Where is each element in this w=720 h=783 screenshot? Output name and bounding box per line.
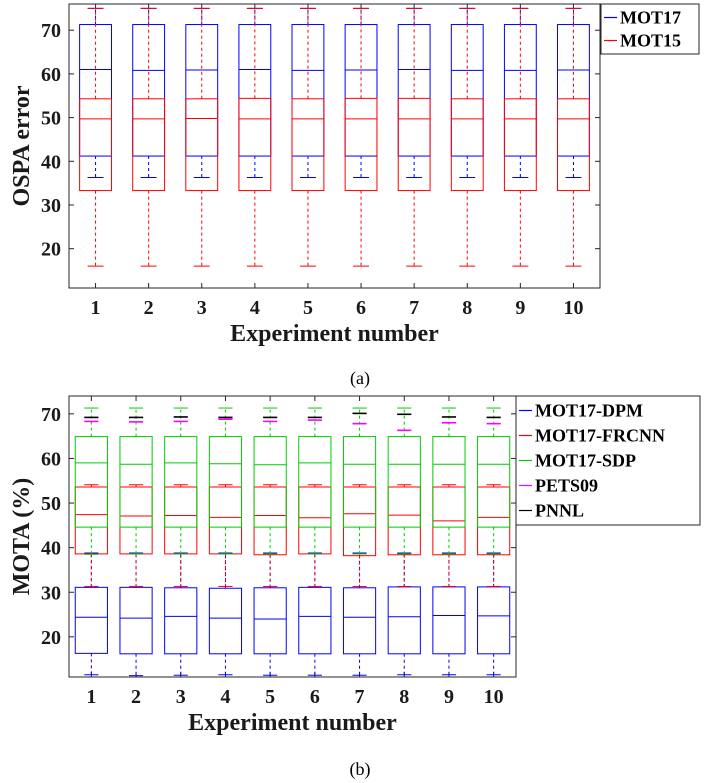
x-tick-label: 2: [131, 686, 141, 708]
y-tick-label: 20: [41, 239, 61, 261]
plot-frame: [68, 3, 601, 289]
plot-frame: [68, 395, 517, 678]
box: [208, 486, 243, 555]
y-tick-label: 30: [41, 582, 61, 604]
x-tick-label: 7: [355, 686, 365, 708]
box: [164, 436, 198, 528]
box: [298, 436, 332, 528]
box: [79, 98, 112, 192]
box: [387, 436, 421, 528]
box: [164, 486, 198, 555]
box: [477, 586, 511, 655]
x-tick-label: 10: [484, 686, 504, 708]
box: [74, 436, 108, 528]
chart-2: 20 30 40 50 60 70 1 2 3 4 5 6 7 8 9 10 Experiment number…: [9, 395, 701, 780]
x-tick-label: 3: [176, 686, 186, 708]
series-pets09: [84, 418, 501, 432]
x-tick-label: 6: [356, 297, 366, 319]
series-mot17: [79, 7, 590, 178]
box: [450, 98, 484, 192]
box: [208, 587, 243, 655]
x-axis-label: Experiment number: [230, 321, 439, 347]
y-axis-label: OSPA error: [9, 85, 35, 206]
legend-label: PNNL: [535, 501, 584, 521]
legend: MOT17-DPM MOT17-FRCNN MOT17-SDP PETS09 PNNL: [515, 395, 701, 526]
legend: MOT17 MOT15: [600, 3, 700, 55]
legend-label: MOT17-FRCNN: [535, 426, 665, 446]
box: [238, 97, 272, 192]
series-mot17-sdp: [74, 407, 511, 555]
legend-label: MOT17: [620, 8, 681, 28]
x-tick-label: 6: [310, 686, 320, 708]
x-tick-label: 5: [265, 686, 275, 708]
y-tick-label: 30: [41, 195, 61, 217]
box: [387, 486, 421, 556]
series-mot17-frcnn: [74, 484, 511, 587]
box: [74, 586, 108, 654]
box: [253, 486, 287, 556]
series-pnnl: [84, 412, 501, 419]
box: [342, 587, 377, 655]
box: [291, 98, 325, 192]
x-tick-label: 3: [197, 297, 207, 319]
x-tick-label: 1: [86, 686, 96, 708]
chart-1: 20 30 40 50 60 70 1 2 3 4 5 6 7 8 9 10 Experiment number…: [9, 3, 700, 389]
box: [298, 486, 332, 555]
x-tick-label: 4: [250, 297, 260, 319]
legend-label: MOT17-SDP: [535, 451, 636, 471]
x-tick-label: 9: [515, 297, 525, 319]
y-tick-label: 60: [41, 448, 61, 470]
y-tick-label: 50: [41, 108, 61, 130]
y-tick-label: 60: [41, 64, 61, 86]
x-axis-label: Experiment number: [188, 710, 397, 736]
series-mot15: [79, 7, 590, 267]
box: [387, 586, 421, 655]
box: [342, 436, 377, 528]
box: [503, 98, 537, 192]
figure-caption: (a): [350, 368, 370, 389]
box: [119, 436, 153, 528]
box: [119, 486, 153, 555]
box: [253, 587, 287, 655]
x-tick-label: 8: [399, 686, 409, 708]
box: [74, 486, 108, 555]
box: [164, 587, 198, 655]
box: [557, 98, 590, 192]
series-mot17-dpm: [74, 552, 511, 677]
box: [477, 486, 511, 556]
x-tick-label: 8: [462, 297, 472, 319]
x-tick-label: 1: [91, 297, 101, 319]
box: [132, 98, 166, 192]
box: [344, 97, 378, 192]
x-tick-label: 7: [409, 297, 419, 319]
box: [397, 97, 431, 192]
x-tick-label: 4: [220, 686, 230, 708]
legend-box: [515, 395, 701, 526]
x-tick-label: 5: [303, 297, 313, 319]
y-tick-label: 70: [41, 20, 61, 42]
y-tick-label: 70: [41, 404, 61, 426]
y-tick-label: 20: [41, 627, 61, 649]
y-tick-label: 50: [41, 493, 61, 515]
x-tick-label: 9: [444, 686, 454, 708]
y-tick-label: 40: [41, 538, 61, 560]
x-tick-label: 2: [144, 297, 154, 319]
legend-label: MOT17-DPM: [535, 401, 643, 421]
box: [253, 436, 287, 528]
legend-label: PETS09: [535, 476, 598, 496]
y-tick-label: 40: [41, 151, 61, 173]
box: [477, 436, 511, 528]
y-axis-label: MOTA (%): [9, 478, 35, 596]
box: [432, 586, 466, 655]
legend-box: [600, 3, 700, 55]
box: [208, 436, 243, 528]
figure-caption: (b): [350, 759, 371, 780]
box: [432, 436, 466, 528]
box: [298, 586, 332, 655]
legend-label: MOT15: [620, 31, 681, 51]
box: [119, 586, 153, 655]
box: [185, 98, 219, 192]
x-tick-label: 10: [563, 297, 583, 319]
